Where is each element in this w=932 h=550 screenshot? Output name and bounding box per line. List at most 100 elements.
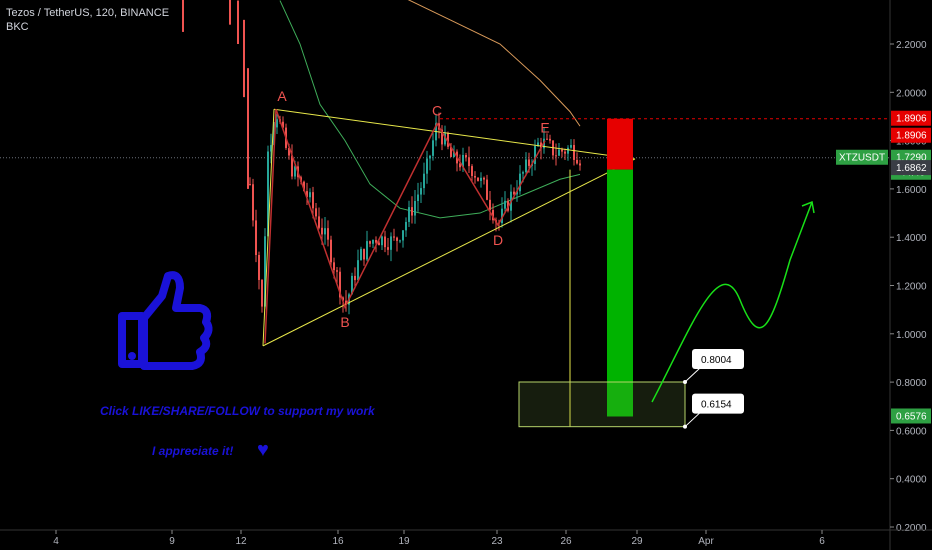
price-tick-label: 0.4000: [896, 475, 927, 486]
candle-body: [267, 151, 269, 237]
candle-body: [558, 149, 560, 156]
candle-body: [483, 177, 485, 180]
candle-body: [549, 138, 551, 141]
price-axis[interactable]: 2.20002.00001.80001.60001.40001.20001.00…: [836, 0, 931, 550]
candle-body: [270, 145, 272, 152]
candle-body: [330, 239, 332, 263]
pattern-point-label: A: [277, 88, 287, 104]
time-axis[interactable]: 4 9 12 16 19 23 26 29 Apr 6: [0, 529, 932, 547]
zigzag-path: [264, 108, 546, 344]
candle-body: [468, 157, 470, 167]
price-tick-label: 0.6000: [896, 426, 927, 437]
candle-body: [414, 200, 416, 216]
price-axis-tag: [891, 127, 931, 143]
price-tick-label: 0.2000: [896, 523, 927, 534]
candle-body: [546, 138, 548, 140]
candle-body: [537, 142, 539, 146]
callout-line: [684, 367, 701, 383]
time-tick-label: Apr: [698, 536, 714, 547]
candle-body: [336, 270, 338, 272]
price-tick-label: 0.8000: [896, 378, 927, 389]
candle-body: [516, 191, 518, 195]
candle-body: [318, 216, 320, 228]
candle-body: [429, 155, 431, 159]
candle-body: [387, 247, 389, 250]
candle-body: [576, 159, 578, 164]
candle-body: [474, 175, 476, 178]
candle-body: [264, 236, 266, 307]
candle-body: [252, 184, 254, 221]
pattern-point-label: C: [432, 103, 442, 119]
chart-header: Tezos / TetherUS, 120, BINANCE BKC: [6, 6, 169, 34]
candle-body: [261, 279, 263, 307]
projection-path: [651, 201, 813, 403]
candle-body: [378, 242, 380, 246]
candle-body: [372, 240, 374, 244]
target-callout-label: 0.8004: [701, 355, 732, 366]
price-axis-tag-label: 1.8906: [896, 131, 927, 142]
candle-body: [342, 297, 344, 301]
candle-body: [351, 275, 353, 295]
pattern-point-label: B: [340, 314, 349, 330]
candle-body: [525, 159, 527, 173]
candle-body: [447, 133, 449, 147]
price-axis-tag-label: 1.8906: [896, 114, 927, 125]
candle-body: [504, 200, 506, 209]
price-axis-tag-label: 1.6862: [896, 163, 927, 174]
candle-body: [258, 255, 260, 280]
candle-body: [327, 228, 329, 240]
candle-body: [480, 177, 482, 181]
price-tick-label: 1.0000: [896, 330, 927, 341]
candle-body: [513, 191, 515, 195]
time-tick-label: 9: [169, 536, 175, 547]
time-tick-label: 26: [560, 536, 572, 547]
candle-body: [489, 199, 491, 211]
candle-body: [486, 179, 488, 200]
candle-body: [534, 145, 536, 164]
target-box: [518, 381, 686, 428]
candle-body: [459, 163, 461, 168]
candle-body: [570, 145, 572, 148]
candle-body: [294, 166, 296, 177]
candle-body: [426, 158, 428, 174]
price-tick-label: 1.4000: [896, 233, 927, 244]
slow-moving-average: [407, 0, 581, 127]
candle-body: [399, 240, 401, 242]
price-axis-tag-label: 1.7290: [896, 153, 927, 164]
candle-body: [519, 173, 521, 192]
pattern-point-label: E: [540, 120, 549, 136]
support-message: Click LIKE/SHARE/FOLLOW to support my wo…: [100, 404, 375, 418]
candle-body: [324, 228, 326, 235]
callout-line: [684, 412, 701, 428]
candle-body: [288, 147, 290, 156]
candle-body: [411, 207, 413, 216]
pattern-point-label: D: [493, 232, 503, 248]
appreciation-message: I appreciate it!: [152, 444, 234, 458]
price-tick-label: 1.6000: [896, 185, 927, 196]
candle-body: [492, 210, 494, 221]
candle-body: [444, 133, 446, 145]
time-tick-label: 23: [491, 536, 503, 547]
candle-body: [528, 159, 530, 166]
target-callout-label: 0.6154: [701, 400, 732, 411]
candle-body: [450, 146, 452, 157]
candle-body: [405, 221, 407, 231]
thumbs-up-icon: [114, 268, 214, 378]
candle-body: [540, 142, 542, 149]
candle-body: [453, 151, 455, 157]
time-tick-label: 29: [631, 536, 643, 547]
candle-body: [339, 271, 341, 298]
price-tick-label: 1.2000: [896, 282, 927, 293]
indicator-label: BKC: [6, 21, 29, 33]
candle-body: [402, 230, 404, 241]
candle-body: [477, 177, 479, 181]
price-axis-tag: [891, 160, 931, 176]
candle-body: [564, 151, 566, 154]
candle-body: [390, 236, 392, 250]
short-position-tool[interactable]: 0.8004 0.6154: [518, 118, 744, 429]
symbol-title: Tezos / TetherUS, 120, BINANCE: [6, 7, 170, 19]
candle-body: [462, 154, 464, 168]
abcde-pattern: A B C D E: [262, 88, 890, 427]
candle-body: [276, 119, 278, 128]
